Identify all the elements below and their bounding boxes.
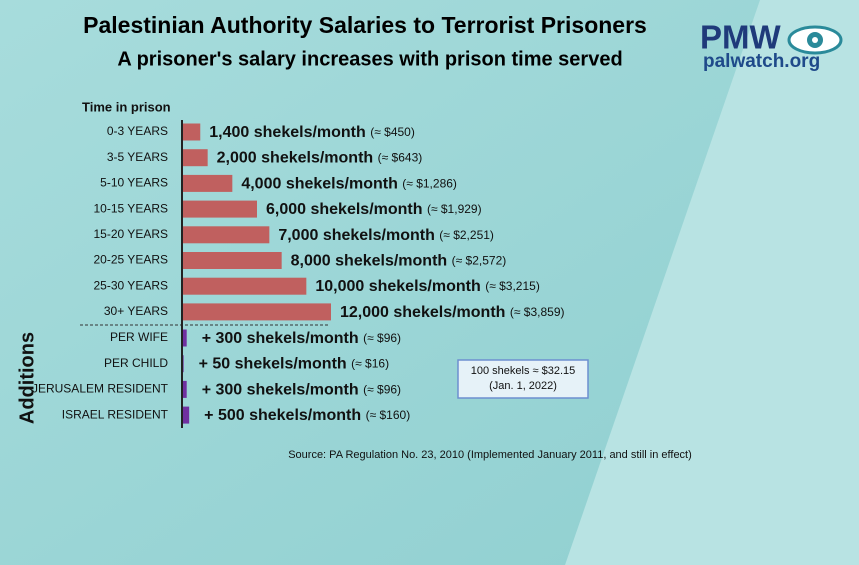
value-text: 10,000 shekels/month [315,278,480,295]
usd-text: (≈ $160) [366,408,411,422]
category-label: PER CHILD [104,356,168,370]
value-text: 6,000 shekels/month [266,201,423,218]
usd-text: (≈ $1,929) [427,202,482,216]
bar [183,226,270,244]
note-box [457,359,589,399]
logo-name: PMW [700,19,782,56]
group-label: Time in prison [82,99,171,114]
value-text: + 500 shekels/month [204,407,361,424]
category-label: 25-30 YEARS [94,278,169,292]
category-label: 20-25 YEARS [94,253,169,267]
value-text: 7,000 shekels/month [278,227,435,244]
note-text: 100 shekels ≈ $32.15 [471,365,576,377]
value-label: 6,000 shekels/month (≈ $1,929) [266,201,482,218]
value-text: + 300 shekels/month [202,382,359,399]
category-label: 0-3 YEARS [107,124,168,138]
bar [183,303,331,321]
usd-text: (≈ $16) [351,357,389,371]
value-text: + 50 shekels/month [199,356,347,373]
chart-title: Palestinian Authority Salaries to Terror… [83,12,647,38]
usd-text: (≈ $1,286) [402,177,457,191]
usd-text: (≈ $96) [363,383,401,397]
value-label: 4,000 shekels/month (≈ $1,286) [241,176,457,193]
value-text: 2,000 shekels/month [217,150,374,167]
bar [183,277,307,295]
value-label: 1,400 shekels/month (≈ $450) [209,124,415,141]
usd-text: (≈ $643) [378,151,423,165]
value-text: 1,400 shekels/month [209,124,366,141]
category-label: 10-15 YEARS [94,201,169,215]
value-label: 10,000 shekels/month (≈ $3,215) [315,278,540,295]
value-text: 4,000 shekels/month [241,176,398,193]
value-label: 12,000 shekels/month (≈ $3,859) [340,304,565,321]
source: Source: PA Regulation No. 23, 2010 (Impl… [288,449,692,461]
value-label: + 300 shekels/month (≈ $96) [202,330,401,347]
value-text: + 300 shekels/month [202,330,359,347]
bar [183,355,184,373]
usd-text: (≈ $2,572) [452,254,507,268]
usd-text: (≈ $3,215) [485,279,540,293]
value-label: 2,000 shekels/month (≈ $643) [217,150,423,167]
value-label: + 300 shekels/month (≈ $96) [202,382,401,399]
usd-text: (≈ $2,251) [439,228,494,242]
bar [183,149,208,167]
category-label: 15-20 YEARS [94,227,169,241]
bar [183,380,187,398]
category-label: PER WIFE [110,330,168,344]
bar [183,200,257,218]
background-light [565,0,859,565]
bar [183,252,282,269]
usd-text: (≈ $3,859) [510,305,565,319]
logo-eye [787,25,843,55]
usd-text: (≈ $450) [370,125,415,139]
logo-site: palwatch.org [703,51,820,72]
value-text: 12,000 shekels/month [340,304,505,321]
chart-subtitle: A prisoner's salary increases with priso… [117,48,622,70]
value-label: 8,000 shekels/month (≈ $2,572) [291,253,507,270]
category-label: 5-10 YEARS [100,176,168,190]
bar [183,174,233,192]
note-text: (Jan. 1, 2022) [489,380,557,392]
value-label: 7,000 shekels/month (≈ $2,251) [278,227,494,244]
category-label: 3-5 YEARS [107,150,168,164]
value-text: 8,000 shekels/month [291,253,448,270]
category-label: JERUSALEM RESIDENT [32,382,169,396]
category-label: 30+ YEARS [104,304,168,318]
group-label: Additions [16,332,38,424]
value-label: + 50 shekels/month (≈ $16) [199,356,389,373]
bar [183,406,190,424]
category-label: ISRAEL RESIDENT [62,407,169,421]
value-label: + 500 shekels/month (≈ $160) [204,407,410,424]
bar [183,329,187,347]
bar [183,123,201,141]
usd-text: (≈ $96) [363,331,401,345]
